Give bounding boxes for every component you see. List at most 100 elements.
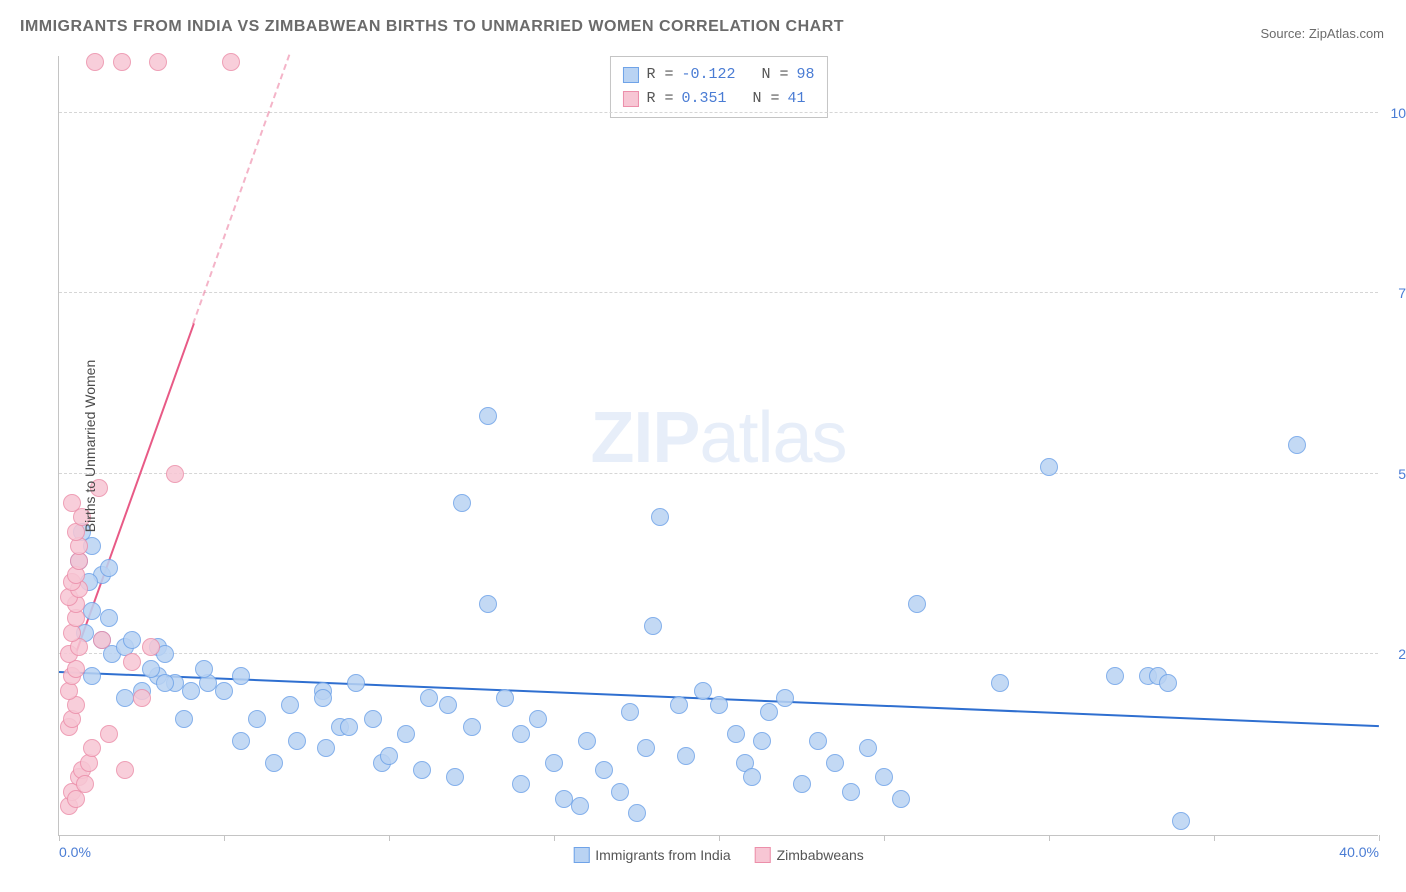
x-tick-label: 40.0% xyxy=(1339,844,1379,860)
y-tick-label: 100.0% xyxy=(1391,105,1406,121)
stats-legend-box: R =-0.122N =98R =0.351N =41 xyxy=(609,56,827,118)
scatter-point xyxy=(463,718,481,736)
n-label: N = xyxy=(753,87,780,111)
r-label: R = xyxy=(646,63,673,87)
legend-item: Immigrants from India xyxy=(573,847,730,863)
legend-swatch xyxy=(622,91,638,107)
scatter-point xyxy=(1040,458,1058,476)
scatter-point xyxy=(1172,812,1190,830)
n-label: N = xyxy=(762,63,789,87)
scatter-point xyxy=(892,790,910,808)
stats-row: R =-0.122N =98 xyxy=(622,63,814,87)
gridline xyxy=(59,653,1378,654)
scatter-point xyxy=(710,696,728,714)
scatter-point xyxy=(215,682,233,700)
legend-swatch xyxy=(573,847,589,863)
scatter-point xyxy=(555,790,573,808)
x-tick xyxy=(554,835,555,841)
scatter-point xyxy=(100,559,118,577)
scatter-point xyxy=(644,617,662,635)
scatter-point xyxy=(859,739,877,757)
scatter-point xyxy=(314,689,332,707)
y-tick-label: 75.0% xyxy=(1398,285,1406,301)
watermark: ZIPatlas xyxy=(590,396,846,478)
scatter-point xyxy=(628,804,646,822)
scatter-point xyxy=(83,602,101,620)
scatter-point xyxy=(677,747,695,765)
scatter-point xyxy=(83,739,101,757)
legend-swatch xyxy=(622,67,638,83)
scatter-point xyxy=(100,725,118,743)
scatter-point xyxy=(479,407,497,425)
scatter-point xyxy=(753,732,771,750)
scatter-point xyxy=(545,754,563,772)
bottom-legend: Immigrants from India Zimbabweans xyxy=(573,847,864,863)
scatter-point xyxy=(413,761,431,779)
scatter-point xyxy=(123,653,141,671)
scatter-point xyxy=(149,53,167,71)
scatter-point xyxy=(364,710,382,728)
scatter-point xyxy=(611,783,629,801)
scatter-point xyxy=(512,775,530,793)
scatter-point xyxy=(232,667,250,685)
scatter-point xyxy=(265,754,283,772)
plot-area: ZIPatlas R =-0.122N =98R =0.351N =41 Imm… xyxy=(58,56,1378,836)
scatter-point xyxy=(760,703,778,721)
scatter-point xyxy=(1288,436,1306,454)
legend-label: Immigrants from India xyxy=(595,847,730,863)
scatter-point xyxy=(776,689,794,707)
scatter-point xyxy=(439,696,457,714)
legend-label: Zimbabweans xyxy=(777,847,864,863)
n-value: 41 xyxy=(788,87,806,111)
gridline xyxy=(59,473,1378,474)
x-tick xyxy=(1049,835,1050,841)
scatter-point xyxy=(142,660,160,678)
scatter-point xyxy=(83,667,101,685)
scatter-point xyxy=(595,761,613,779)
chart-title: IMMIGRANTS FROM INDIA VS ZIMBABWEAN BIRT… xyxy=(20,18,844,36)
scatter-point xyxy=(1159,674,1177,692)
scatter-point xyxy=(397,725,415,743)
legend-swatch xyxy=(755,847,771,863)
y-axis-label: Births to Unmarried Women xyxy=(82,360,98,532)
scatter-point xyxy=(496,689,514,707)
scatter-point xyxy=(743,768,761,786)
x-tick xyxy=(1214,835,1215,841)
scatter-point xyxy=(175,710,193,728)
scatter-point xyxy=(479,595,497,613)
scatter-point xyxy=(420,689,438,707)
scatter-point xyxy=(116,761,134,779)
scatter-point xyxy=(195,660,213,678)
scatter-point xyxy=(842,783,860,801)
scatter-point xyxy=(651,508,669,526)
scatter-point xyxy=(100,609,118,627)
scatter-point xyxy=(1106,667,1124,685)
scatter-point xyxy=(142,638,160,656)
x-tick xyxy=(59,835,60,841)
scatter-point xyxy=(113,53,131,71)
scatter-point xyxy=(793,775,811,793)
scatter-point xyxy=(182,682,200,700)
scatter-point xyxy=(63,494,81,512)
scatter-point xyxy=(621,703,639,721)
gridline xyxy=(59,112,1378,113)
scatter-point xyxy=(116,689,134,707)
x-tick xyxy=(1379,835,1380,841)
scatter-point xyxy=(232,732,250,750)
scatter-point xyxy=(826,754,844,772)
watermark-zip: ZIP xyxy=(590,397,699,477)
scatter-point xyxy=(453,494,471,512)
x-tick xyxy=(884,835,885,841)
scatter-point xyxy=(571,797,589,815)
trend-line xyxy=(193,54,291,324)
y-tick-label: 25.0% xyxy=(1398,646,1406,662)
scatter-point xyxy=(991,674,1009,692)
r-value: 0.351 xyxy=(681,87,726,111)
y-tick-label: 50.0% xyxy=(1398,466,1406,482)
n-value: 98 xyxy=(797,63,815,87)
x-tick-label: 0.0% xyxy=(59,844,91,860)
scatter-point xyxy=(123,631,141,649)
x-tick xyxy=(719,835,720,841)
scatter-point xyxy=(288,732,306,750)
scatter-point xyxy=(133,689,151,707)
